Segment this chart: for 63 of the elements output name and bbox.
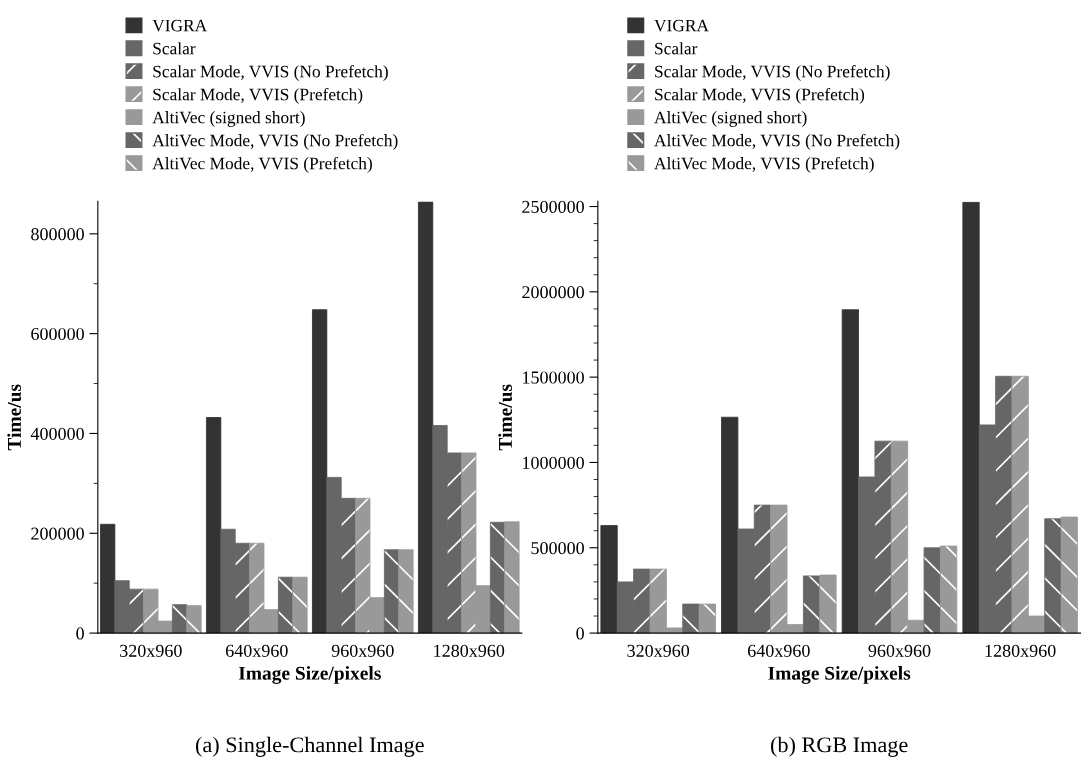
bar [398, 549, 414, 634]
x-tick-label: 1280x960 [434, 644, 505, 657]
x-tick-label: 320x960 [120, 644, 182, 657]
y-tick-label: 2000000 [522, 286, 584, 299]
bar [923, 547, 941, 634]
bar [418, 201, 434, 634]
legend-label: Scalar Mode, VVIS (No Prefetch) [655, 64, 890, 81]
y-axis-title: Time/us [7, 384, 22, 451]
bar [819, 574, 837, 634]
y-axis-title: Time/us [498, 384, 512, 451]
bar [1044, 518, 1062, 634]
legend-label: Scalar Mode, VVIS (No Prefetch) [153, 64, 388, 81]
legend-label: Scalar Mode, VVIS (Prefetch) [655, 87, 865, 104]
y-tick-label: 600000 [31, 327, 84, 341]
x-tick-label: 1280x960 [985, 644, 1056, 657]
bar [962, 201, 980, 634]
bar [292, 576, 308, 634]
bar [600, 525, 618, 634]
x-tick-label: 960x960 [331, 644, 394, 657]
bar [206, 417, 222, 634]
bar [171, 604, 188, 634]
legend-label: AltiVec Mode, VVIS (Prefetch) [152, 156, 372, 173]
legend-label: Scalar [153, 42, 196, 55]
bar [312, 309, 328, 634]
y-tick-label: 200000 [31, 527, 84, 540]
y-tick-label: 2500000 [522, 200, 584, 213]
bar [802, 575, 821, 634]
text: (a) Single-Channel Image [196, 736, 424, 757]
legend-label: VIGRA [654, 19, 709, 32]
y-tick-label: 400000 [30, 427, 84, 440]
bar [100, 523, 116, 634]
legend-label: AltiVec Mode, VVIS (No Prefetch) [654, 133, 900, 150]
bar [489, 521, 506, 634]
y-tick-label: 800000 [31, 228, 84, 241]
y-tick-label: 0 [76, 627, 84, 640]
bar [383, 549, 400, 634]
legend-label: AltiVec (signed short) [152, 111, 305, 127]
y-tick-label: 1000000 [523, 456, 584, 469]
bar [1060, 516, 1078, 634]
text: (b) RGB Image [771, 736, 908, 757]
legend-label: AltiVec Mode, VVIS (No Prefetch) [152, 133, 398, 150]
x-axis-title: Image Size/pixels [768, 666, 911, 684]
y-tick-label: 500000 [531, 542, 584, 555]
legend-label: AltiVec Mode, VVIS (Prefetch) [654, 156, 874, 173]
bar [682, 603, 700, 634]
x-tick-label: 640x960 [225, 644, 288, 657]
legend-label: Scalar [655, 42, 698, 55]
legend-label: Scalar Mode, VVIS (Prefetch) [153, 87, 363, 104]
bar [277, 576, 294, 634]
x-tick-label: 960x960 [868, 644, 931, 657]
x-axis-title: Image Size/pixels [238, 666, 381, 684]
x-tick-label: 640x960 [748, 644, 810, 657]
legend-label: VIGRA [152, 19, 208, 32]
bar [186, 605, 202, 634]
bar [698, 603, 716, 634]
bar [940, 545, 958, 634]
bar [504, 521, 520, 634]
bar [721, 416, 739, 634]
bar [841, 309, 859, 634]
legend-label: AltiVec (signed short) [654, 111, 807, 127]
y-tick-label: 0 [576, 627, 584, 640]
x-tick-label: 320x960 [627, 644, 690, 657]
y-tick-label: 1500000 [523, 371, 584, 384]
